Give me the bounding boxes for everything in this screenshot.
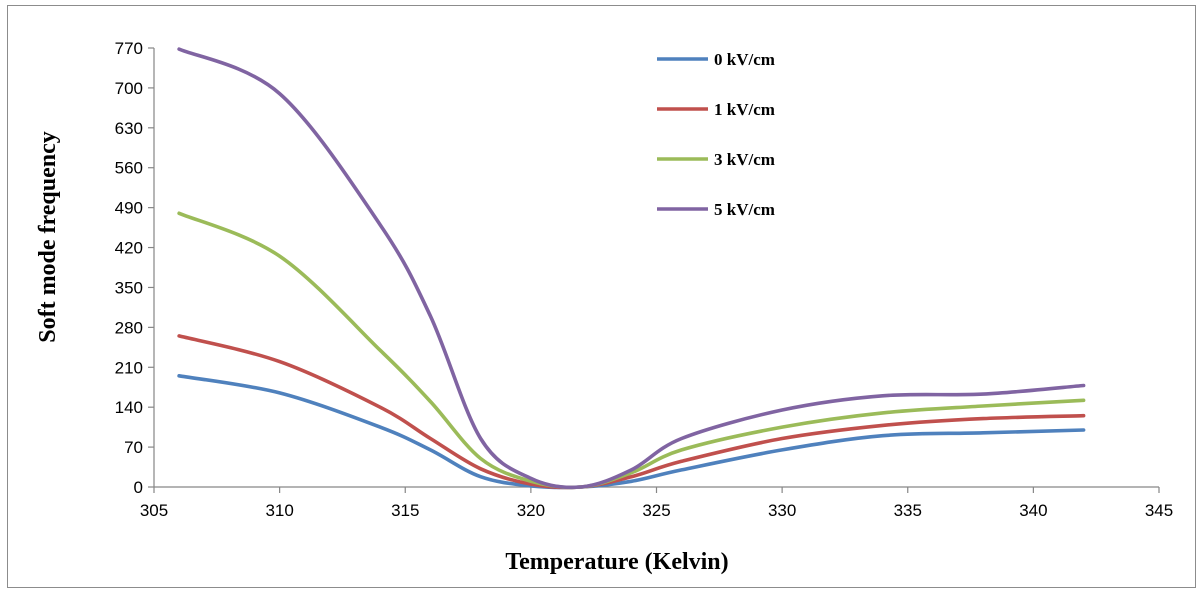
- line-chart: 0 70 140 210 280 350 420 490 560 630 700 770 305 310 3…: [35, 39, 1174, 575]
- x-tick-label: 340: [1019, 501, 1047, 520]
- series-line-2: [177, 334, 1086, 490]
- x-tick-label: 345: [1145, 501, 1173, 520]
- y-tick-label: 560: [115, 159, 143, 178]
- y-tick-label: 210: [115, 358, 143, 377]
- y-axis-title: Soft mode frequency: [35, 131, 61, 343]
- y-tick-label: 630: [115, 119, 143, 138]
- series-lines: [177, 47, 1086, 490]
- x-tick-label: 335: [894, 501, 922, 520]
- y-tick-label: 700: [115, 79, 143, 98]
- y-tick-label: 70: [124, 438, 143, 457]
- x-tick-label: 305: [140, 501, 168, 520]
- y-tick-label: 280: [115, 318, 143, 337]
- y-tick-label: 490: [115, 199, 143, 218]
- x-tick-label: 310: [265, 501, 293, 520]
- x-axis-title: Temperature (Kelvin): [505, 549, 728, 575]
- y-tick-label: 0: [134, 478, 143, 497]
- y-tick-label: 350: [115, 278, 143, 297]
- x-tick-label: 315: [391, 501, 419, 520]
- x-tick-label: 320: [517, 501, 545, 520]
- y-tick-label: 770: [115, 39, 143, 58]
- legend: 0 kV/cm 1 kV/cm 3 kV/cm 5 kV/cm: [657, 50, 775, 219]
- x-tick-label: 325: [642, 501, 670, 520]
- x-tick-label: 330: [768, 501, 796, 520]
- y-tick-label: 420: [115, 239, 143, 258]
- chart-frame: 0 70 140 210 280 350 420 490 560 630 700 770 305 310 3…: [7, 5, 1196, 588]
- legend-label-1: 0 kV/cm: [714, 50, 775, 69]
- y-tick-label: 140: [115, 398, 143, 417]
- series-line-3: [177, 211, 1086, 490]
- legend-label-4: 5 kV/cm: [714, 200, 775, 219]
- legend-label-2: 1 kV/cm: [714, 100, 775, 119]
- legend-label-3: 3 kV/cm: [714, 150, 775, 169]
- series-line-4: [177, 47, 1086, 490]
- axes: 0 70 140 210 280 350 420 490 560 630 700 770 305 310 3…: [115, 39, 1174, 520]
